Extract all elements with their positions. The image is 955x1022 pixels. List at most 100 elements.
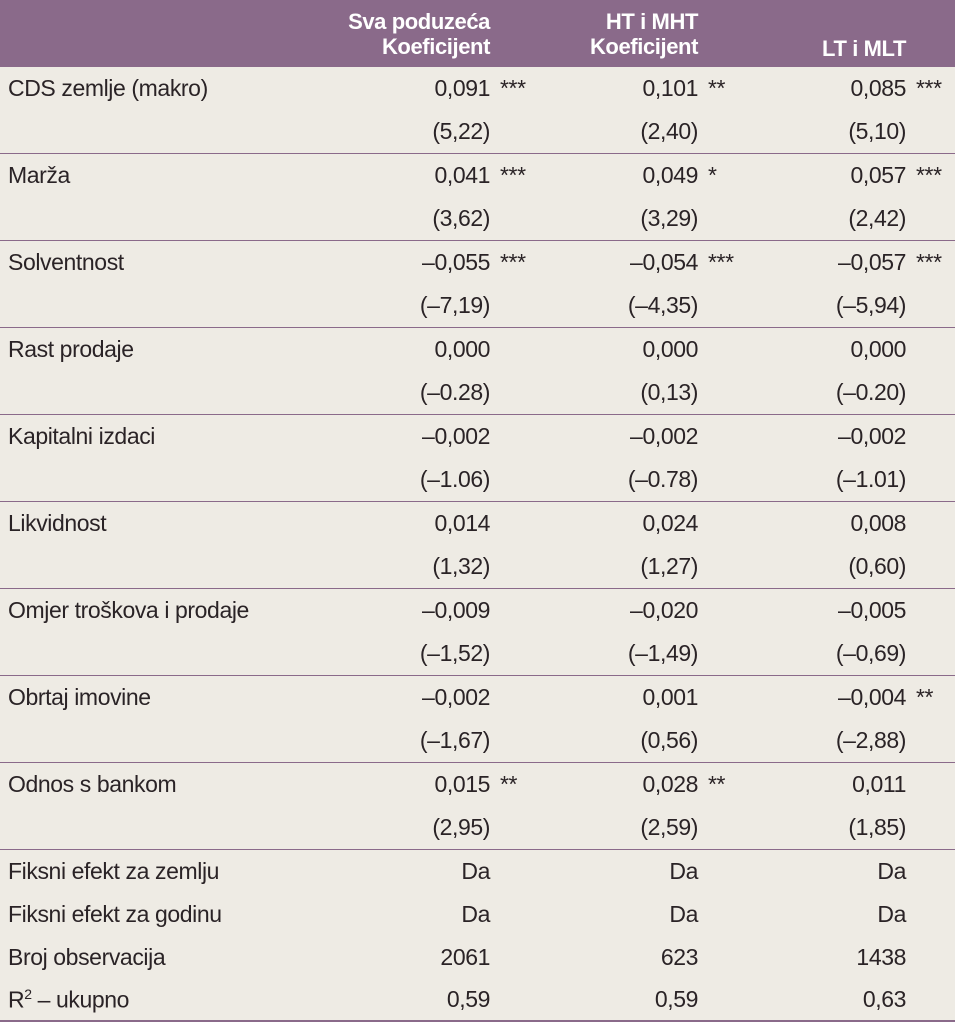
coef-all-firms: 0,041 — [434, 162, 490, 188]
variable-label: Kapitalni izdaci — [8, 423, 156, 449]
coef-ht-mht: 0,049 — [642, 162, 698, 188]
tstat-ht-mht: (2,40) — [640, 118, 698, 144]
summary-row: R2 – ukupno 0,59 0,59 0,63 — [0, 979, 955, 1022]
coefficient-row: Kapitalni izdaci –0,002 –0,002 –0,002 — [0, 415, 955, 458]
coef-all-firms: 0,000 — [434, 336, 490, 362]
tstat-ht-mht: (0,13) — [640, 379, 698, 405]
tstat-all-firms: (5,22) — [432, 118, 490, 144]
tstat-row: (3,62) (3,29) (2,42) — [0, 197, 955, 240]
coef-all-firms: –0,009 — [422, 597, 490, 623]
tstat-all-firms: (3,62) — [432, 205, 490, 231]
summary-lt-mlt: Da — [877, 858, 906, 884]
coef-ht-mht: –0,054 — [630, 249, 698, 275]
summary-label: Fiksni efekt za godinu — [8, 901, 222, 927]
coef-ht-mht: 0,024 — [642, 510, 698, 536]
summary-label: R2 – ukupno — [8, 985, 130, 1013]
coef-all-firms: 0,014 — [434, 510, 490, 536]
tstat-ht-mht: (0,56) — [640, 727, 698, 753]
coef-all-firms: –0,002 — [422, 684, 490, 710]
tstat-lt-mlt: (–1.01) — [835, 466, 906, 492]
variable-label: Obrtaj imovine — [8, 684, 151, 710]
coef-lt-mlt: 0,008 — [850, 510, 906, 536]
signif-lt-mlt: *** — [916, 249, 942, 275]
tstat-row: (–1.06) (–0.78) (–1.01) — [0, 458, 955, 501]
tstat-all-firms: (1,32) — [432, 553, 490, 579]
coef-ht-mht: 0,000 — [642, 336, 698, 362]
coef-all-firms: –0,055 — [422, 249, 490, 275]
coefficient-row: Odnos s bankom 0,015 ** 0,028 ** 0,011 — [0, 763, 955, 806]
tstat-row: (–1,67) (0,56) (–2,88) — [0, 719, 955, 762]
summary-label: Fiksni efekt za zemlju — [8, 858, 220, 884]
tstat-lt-mlt: (2,42) — [848, 205, 906, 231]
tstat-all-firms: (–1,67) — [419, 727, 490, 753]
table-header: Sva poduzeća Koeficijent HT i MHT Koefic… — [0, 0, 955, 67]
coef-ht-mht: 0,001 — [642, 684, 698, 710]
summary-lt-mlt: 0,63 — [862, 986, 907, 1012]
signif-lt-mlt: *** — [916, 162, 942, 188]
coef-lt-mlt: 0,057 — [850, 162, 906, 188]
tstat-ht-mht: (2,59) — [640, 814, 698, 840]
summary-ht-mht: 623 — [660, 944, 699, 970]
summary-row: Fiksni efekt za zemlju Da Da Da — [0, 850, 955, 893]
signif-all-firms: ** — [500, 771, 518, 797]
coefficient-row: Omjer troškova i prodaje –0,009 –0,020 –… — [0, 589, 955, 632]
variable-label: Marža — [8, 162, 70, 188]
summary-row: Fiksni efekt za godinu Da Da Da — [0, 893, 955, 936]
signif-all-firms: *** — [500, 249, 526, 275]
variable-group: Obrtaj imovine –0,002 0,001 –0,004 ** (–… — [0, 676, 955, 763]
tstat-row: (1,32) (1,27) (0,60) — [0, 545, 955, 588]
tstat-all-firms: (–0.28) — [419, 379, 490, 405]
tstat-row: (2,95) (2,59) (1,85) — [0, 806, 955, 849]
signif-ht-mht: ** — [708, 771, 726, 797]
tstat-all-firms: (2,95) — [432, 814, 490, 840]
summary-lt-mlt: 1438 — [856, 944, 906, 970]
tstat-all-firms: (–1,52) — [419, 640, 490, 666]
variable-group: Likvidnost 0,014 0,024 0,008 (1,32) (1,2… — [0, 502, 955, 589]
variable-label: Solventnost — [8, 249, 124, 275]
coef-all-firms: –0,002 — [422, 423, 490, 449]
tstat-ht-mht: (–1,49) — [627, 640, 698, 666]
coef-ht-mht: –0,020 — [630, 597, 698, 623]
variable-group: CDS zemlje (makro) 0,091 *** 0,101 ** 0,… — [0, 67, 955, 154]
summary-all-firms: 2061 — [440, 944, 490, 970]
coef-lt-mlt: –0,004 — [838, 684, 906, 710]
tstat-lt-mlt: (–2,88) — [835, 727, 906, 753]
coef-lt-mlt: 0,011 — [852, 771, 906, 797]
signif-ht-mht: ** — [708, 75, 726, 101]
summary-ht-mht: Da — [669, 901, 698, 927]
coef-lt-mlt: 0,085 — [850, 75, 906, 101]
signif-ht-mht: * — [708, 162, 717, 188]
tstat-row: (–0.28) (0,13) (–0.20) — [0, 371, 955, 414]
variable-group: Kapitalni izdaci –0,002 –0,002 –0,002 (–… — [0, 415, 955, 502]
tstat-ht-mht: (1,27) — [640, 553, 698, 579]
coefficient-row: Rast prodaje 0,000 0,000 0,000 — [0, 328, 955, 371]
header-col-lt-mlt: LT i MLT — [822, 36, 906, 61]
coef-ht-mht: 0,028 — [642, 771, 698, 797]
tstat-ht-mht: (3,29) — [640, 205, 698, 231]
summary-all-firms: Da — [461, 858, 490, 884]
variable-group: Rast prodaje 0,000 0,000 0,000 (–0.28) (… — [0, 328, 955, 415]
summary-row: Broj observacija 2061 623 1438 — [0, 936, 955, 979]
tstat-row: (5,22) (2,40) (5,10) — [0, 110, 955, 153]
header-col-ht-mht: HT i MHT Koeficijent — [589, 8, 698, 59]
tstat-row: (–1,52) (–1,49) (–0,69) — [0, 632, 955, 675]
coef-lt-mlt: –0,002 — [838, 423, 906, 449]
tstat-row: (–7,19) (–4,35) (–5,94) — [0, 284, 955, 327]
summary-ht-mht: 0,59 — [654, 986, 699, 1012]
coefficient-row: Obrtaj imovine –0,002 0,001 –0,004 ** — [0, 676, 955, 719]
variable-label: CDS zemlje (makro) — [8, 75, 208, 101]
summary-all-firms: 0,59 — [446, 986, 491, 1012]
variable-group: Marža 0,041 *** 0,049 * 0,057 *** (3,62)… — [0, 154, 955, 241]
tstat-lt-mlt: (–5,94) — [835, 292, 906, 318]
coefficient-row: Solventnost –0,055 *** –0,054 *** –0,057… — [0, 241, 955, 284]
signif-lt-mlt: ** — [916, 684, 934, 710]
variable-label: Odnos s bankom — [8, 771, 177, 797]
tstat-lt-mlt: (5,10) — [848, 118, 906, 144]
tstat-all-firms: (–7,19) — [419, 292, 490, 318]
coef-lt-mlt: 0,000 — [850, 336, 906, 362]
variable-label: Rast prodaje — [8, 336, 134, 362]
variable-group: Odnos s bankom 0,015 ** 0,028 ** 0,011 (… — [0, 763, 955, 850]
coef-all-firms: 0,091 — [434, 75, 490, 101]
coef-lt-mlt: –0,005 — [838, 597, 906, 623]
